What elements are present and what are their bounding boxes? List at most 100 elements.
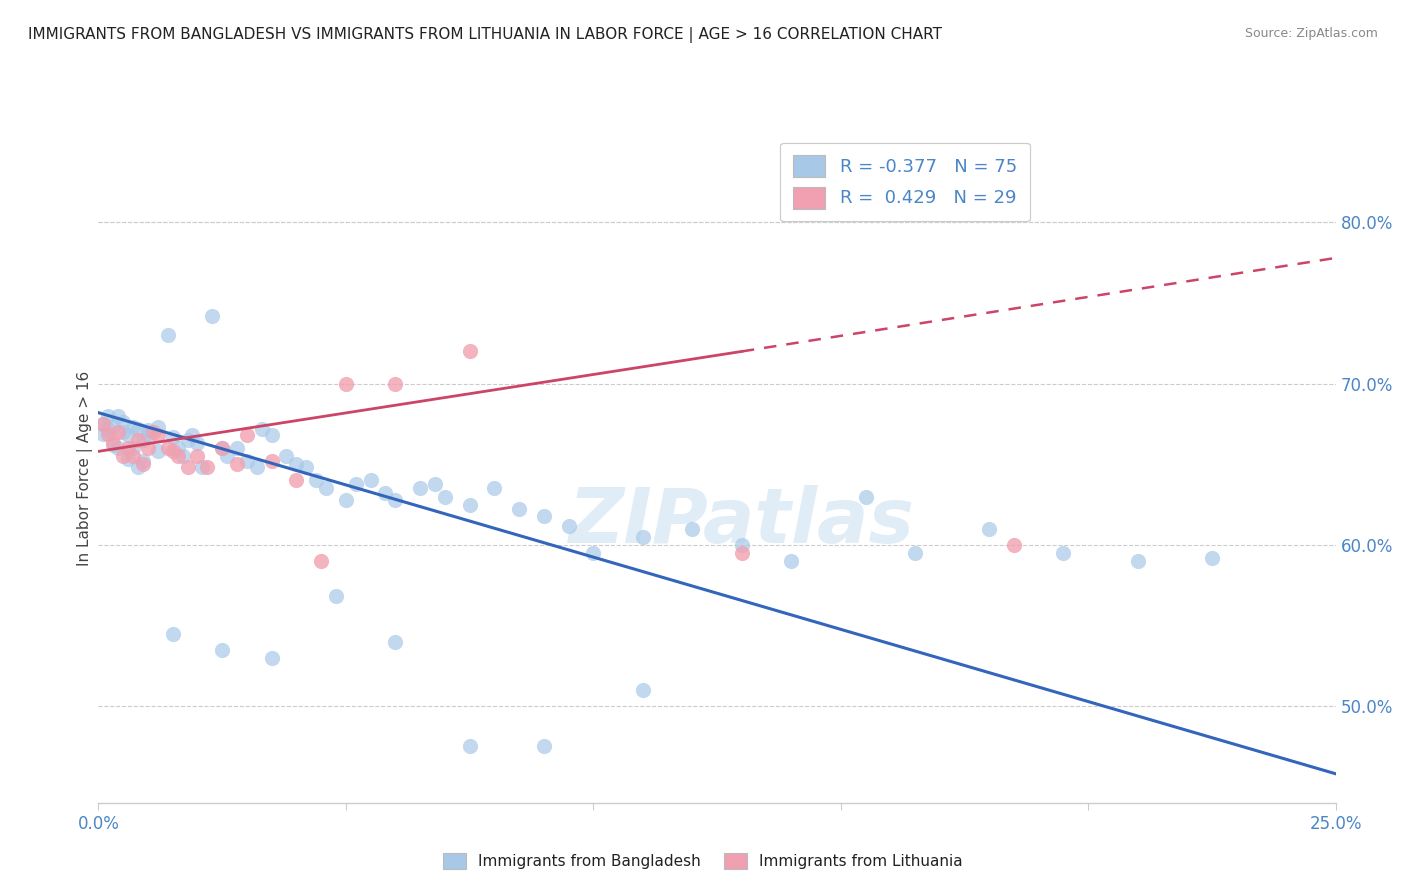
Point — [276, 449, 298, 463]
Point — [93, 426, 115, 441]
Point — [260, 428, 283, 442]
Point — [186, 449, 208, 463]
Point — [250, 422, 273, 436]
Point — [1201, 550, 1223, 565]
Point — [176, 433, 198, 447]
Point — [103, 418, 125, 433]
Point — [458, 498, 481, 512]
Point — [103, 438, 125, 452]
Point — [484, 482, 506, 496]
Point — [374, 486, 396, 500]
Point — [384, 492, 406, 507]
Point — [122, 420, 145, 434]
Point — [681, 522, 703, 536]
Point — [127, 433, 149, 447]
Point — [458, 344, 481, 359]
Point — [226, 457, 249, 471]
Point — [103, 436, 125, 450]
Legend: Immigrants from Bangladesh, Immigrants from Lithuania: Immigrants from Bangladesh, Immigrants f… — [437, 847, 969, 875]
Point — [335, 492, 357, 507]
Point — [211, 642, 233, 657]
Point — [132, 454, 155, 468]
Point — [146, 428, 169, 442]
Point — [631, 682, 654, 697]
Text: IMMIGRANTS FROM BANGLADESH VS IMMIGRANTS FROM LITHUANIA IN LABOR FORCE | AGE > 1: IMMIGRANTS FROM BANGLADESH VS IMMIGRANTS… — [28, 27, 942, 43]
Point — [217, 449, 239, 463]
Point — [107, 409, 129, 423]
Point — [146, 444, 169, 458]
Point — [162, 444, 184, 458]
Point — [176, 460, 198, 475]
Point — [195, 460, 218, 475]
Point — [132, 457, 155, 471]
Point — [1002, 538, 1025, 552]
Point — [122, 449, 145, 463]
Point — [112, 425, 135, 439]
Point — [236, 428, 259, 442]
Point — [93, 417, 115, 431]
Point — [1052, 546, 1074, 560]
Point — [780, 554, 803, 568]
Legend: R = -0.377   N = 75, R =  0.429   N = 29: R = -0.377 N = 75, R = 0.429 N = 29 — [780, 143, 1029, 221]
Point — [305, 474, 328, 488]
Point — [112, 415, 135, 429]
Point — [166, 449, 188, 463]
Point — [181, 428, 204, 442]
Point — [557, 518, 579, 533]
Text: ZIPatlas: ZIPatlas — [569, 485, 915, 558]
Point — [315, 482, 337, 496]
Point — [117, 441, 139, 455]
Point — [136, 441, 159, 455]
Point — [211, 441, 233, 455]
Point — [295, 460, 318, 475]
Point — [112, 449, 135, 463]
Point — [107, 441, 129, 455]
Point — [384, 376, 406, 391]
Point — [260, 454, 283, 468]
Point — [156, 328, 179, 343]
Point — [226, 441, 249, 455]
Point — [731, 538, 754, 552]
Point — [855, 490, 877, 504]
Point — [335, 376, 357, 391]
Point — [211, 441, 233, 455]
Point — [508, 502, 530, 516]
Point — [433, 490, 456, 504]
Point — [117, 452, 139, 467]
Point — [166, 441, 188, 455]
Point — [904, 546, 927, 560]
Point — [979, 522, 1001, 536]
Point — [533, 739, 555, 754]
Point — [136, 424, 159, 438]
Point — [409, 482, 432, 496]
Point — [285, 474, 308, 488]
Point — [285, 457, 308, 471]
Point — [458, 739, 481, 754]
Point — [423, 476, 446, 491]
Point — [127, 460, 149, 475]
Point — [97, 426, 120, 441]
Point — [344, 476, 367, 491]
Point — [260, 650, 283, 665]
Point — [325, 590, 347, 604]
Point — [107, 425, 129, 439]
Point — [236, 454, 259, 468]
Point — [136, 428, 159, 442]
Point — [93, 417, 115, 431]
Point — [201, 309, 224, 323]
Y-axis label: In Labor Force | Age > 16: In Labor Force | Age > 16 — [77, 371, 93, 566]
Point — [384, 634, 406, 648]
Point — [117, 428, 139, 442]
Point — [162, 430, 184, 444]
Point — [533, 508, 555, 523]
Point — [122, 441, 145, 455]
Point — [1126, 554, 1149, 568]
Point — [132, 433, 155, 447]
Text: Source: ZipAtlas.com: Source: ZipAtlas.com — [1244, 27, 1378, 40]
Point — [172, 449, 194, 463]
Point — [97, 409, 120, 423]
Point — [97, 422, 120, 436]
Point — [156, 441, 179, 455]
Point — [309, 554, 332, 568]
Point — [127, 422, 149, 436]
